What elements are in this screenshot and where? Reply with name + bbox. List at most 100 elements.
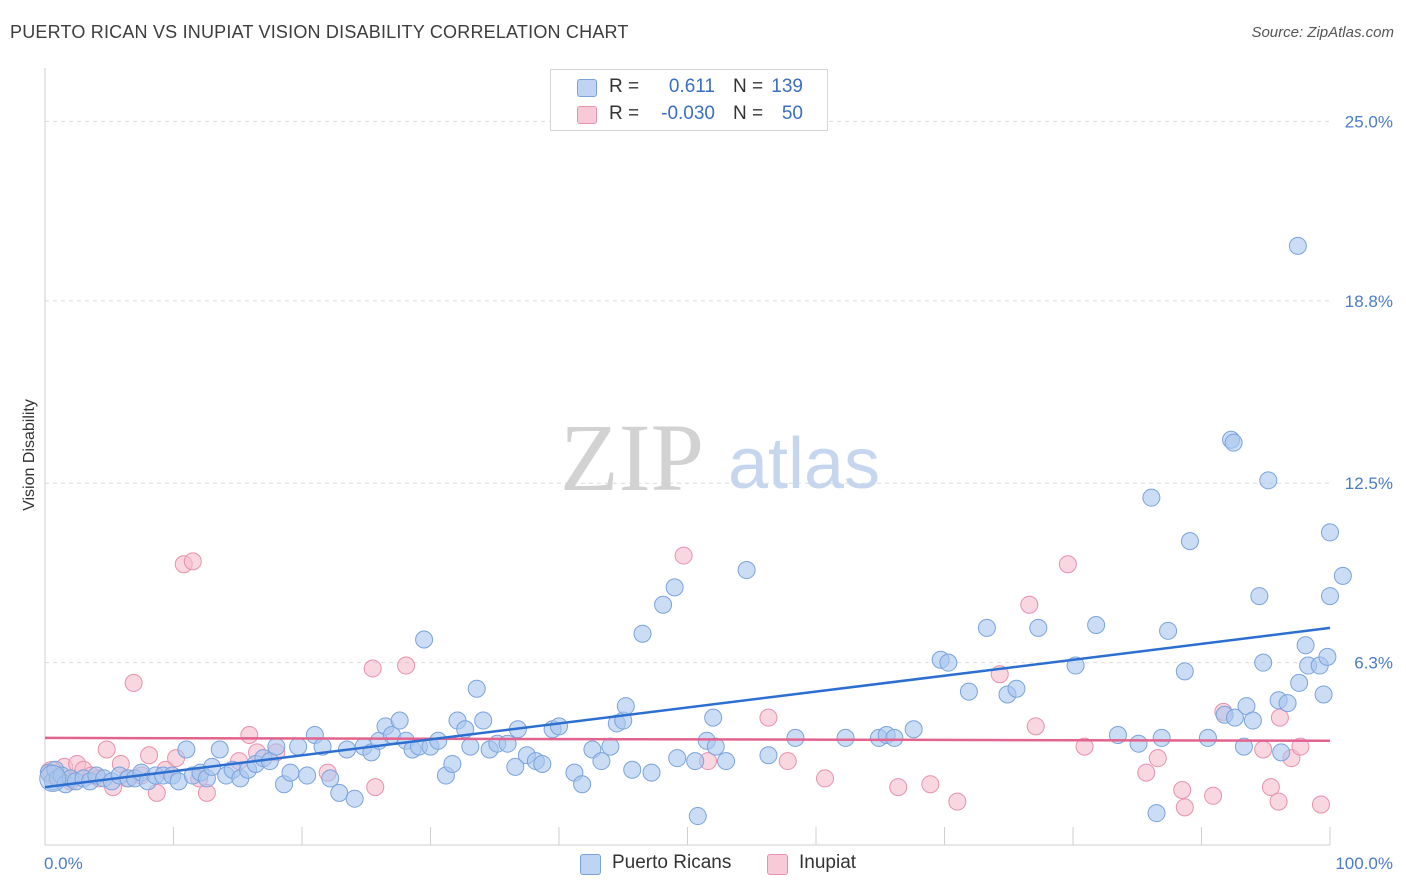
puerto-rican-point bbox=[1296, 636, 1315, 655]
puerto-rican-point bbox=[616, 697, 635, 716]
puerto-rican-point bbox=[885, 728, 904, 747]
puerto-rican-point bbox=[1314, 685, 1333, 704]
chart-title: PUERTO RICAN VS INUPIAT VISION DISABILIT… bbox=[10, 22, 629, 42]
puerto-rican-point bbox=[573, 775, 592, 794]
series-legend: Puerto Ricans Inupiat bbox=[0, 852, 1406, 878]
inupiat-point bbox=[1175, 798, 1194, 817]
inupiat-point bbox=[1075, 737, 1094, 756]
puerto-rican-point bbox=[39, 764, 67, 792]
puerto-rican-point bbox=[1254, 653, 1273, 672]
puerto-rican-points bbox=[39, 236, 1352, 826]
inupiat-point bbox=[1058, 555, 1077, 574]
inupiat-point bbox=[366, 778, 385, 797]
puerto-rican-point bbox=[1159, 621, 1178, 640]
puerto-rican-point bbox=[330, 783, 349, 802]
legend-n-label: N = bbox=[733, 103, 764, 124]
puerto-rican-point bbox=[665, 578, 684, 597]
inupiat-point bbox=[1254, 740, 1273, 759]
puerto-rican-point bbox=[1180, 532, 1199, 551]
inupiat-point bbox=[1269, 792, 1288, 811]
trend-lines bbox=[44, 626, 1331, 789]
inupiat-point bbox=[1291, 737, 1310, 756]
puerto-rican-point bbox=[461, 737, 480, 756]
inupiat-point bbox=[778, 752, 797, 771]
puerto-rican-point bbox=[1272, 743, 1291, 762]
puerto-rican-point bbox=[506, 757, 525, 776]
inupiat-point bbox=[1148, 749, 1167, 768]
legend-swatch-pink bbox=[767, 854, 788, 875]
y-tick-label: 18.8% bbox=[1345, 292, 1393, 311]
puerto-rican-point bbox=[443, 754, 462, 773]
puerto-rican-point bbox=[668, 749, 687, 768]
legend-r-label: R = bbox=[609, 103, 640, 124]
puerto-rican-point bbox=[592, 752, 611, 771]
inupiat-point bbox=[140, 746, 159, 765]
legend-r-value: 0.611 bbox=[668, 76, 715, 97]
puerto-rican-point bbox=[786, 728, 805, 747]
inupiat-point bbox=[889, 778, 908, 797]
watermark-atlas: atlas bbox=[728, 424, 880, 504]
puerto-rican-point bbox=[321, 769, 340, 788]
watermark-zip: ZIP bbox=[560, 404, 704, 511]
puerto-rican-point bbox=[601, 737, 620, 756]
puerto-rican-point bbox=[298, 766, 317, 785]
puerto-rican-point bbox=[1225, 708, 1244, 727]
puerto-rican-point bbox=[836, 728, 855, 747]
puerto-rican-point bbox=[1288, 236, 1307, 255]
inupiat-point bbox=[1261, 778, 1280, 797]
inupiat-point bbox=[948, 792, 967, 811]
puerto-rican-point bbox=[737, 561, 756, 580]
puerto-rican-point bbox=[1243, 711, 1262, 730]
puerto-rican-point bbox=[717, 752, 736, 771]
y-tick-label: 6.3% bbox=[1354, 654, 1393, 673]
inupiat-point bbox=[759, 708, 778, 727]
puerto-rican-point bbox=[210, 740, 229, 759]
puerto-rican-point bbox=[177, 740, 196, 759]
puerto-rican-point bbox=[1066, 656, 1085, 675]
inupiat-point bbox=[1020, 595, 1039, 614]
puerto-rican-point bbox=[1029, 618, 1048, 637]
inupiat-point bbox=[1312, 795, 1331, 814]
puerto-rican-point bbox=[939, 653, 958, 672]
puerto-rican-trend-line bbox=[44, 626, 1331, 789]
inupiat-point bbox=[1026, 717, 1045, 736]
x-tick-label: 0.0% bbox=[44, 854, 83, 873]
legend-swatch-blue bbox=[577, 79, 597, 97]
inupiat-point bbox=[1137, 763, 1156, 782]
puerto-rican-point bbox=[1147, 804, 1166, 823]
puerto-rican-point bbox=[1142, 488, 1161, 507]
puerto-rican-point bbox=[289, 737, 308, 756]
puerto-rican-point bbox=[281, 763, 300, 782]
legend-swatch-pink bbox=[577, 106, 597, 124]
puerto-rican-point bbox=[533, 754, 552, 773]
puerto-rican-point bbox=[623, 760, 642, 779]
source-label: Source: ZipAtlas.com bbox=[1251, 24, 1394, 41]
puerto-rican-point bbox=[550, 717, 568, 736]
inupiat-point bbox=[815, 769, 834, 788]
puerto-rican-point bbox=[467, 679, 486, 698]
legend-n-label: N = bbox=[733, 76, 764, 97]
inupiat-point bbox=[1173, 781, 1192, 800]
y-tick-label: 12.5% bbox=[1345, 474, 1393, 493]
y-axis-label: Vision Disability bbox=[21, 399, 38, 511]
puerto-rican-point bbox=[1234, 737, 1253, 756]
inupiat-trend-line bbox=[44, 736, 1331, 743]
legend-r-value: -0.030 bbox=[661, 103, 715, 124]
puerto-rican-point bbox=[1250, 587, 1269, 606]
puerto-rican-point bbox=[267, 737, 286, 756]
puerto-rican-point bbox=[642, 763, 661, 782]
inupiat-point bbox=[240, 726, 259, 745]
puerto-rican-point bbox=[904, 720, 923, 739]
puerto-rican-point bbox=[959, 682, 978, 701]
x-tick-label: 100.0% bbox=[1335, 854, 1393, 873]
puerto-rican-point bbox=[1318, 647, 1337, 666]
puerto-rican-point bbox=[1198, 728, 1217, 747]
stats-legend: R = 0.611 N = 139 R = -0.030 N = 50 bbox=[550, 69, 828, 131]
puerto-rican-point bbox=[704, 708, 723, 727]
legend-n-value: 139 bbox=[771, 76, 803, 97]
legend-label-inupiat: Inupiat bbox=[799, 852, 857, 873]
puerto-rican-point bbox=[1175, 662, 1194, 681]
puerto-rican-point bbox=[474, 711, 493, 730]
puerto-rican-point bbox=[1152, 728, 1171, 747]
